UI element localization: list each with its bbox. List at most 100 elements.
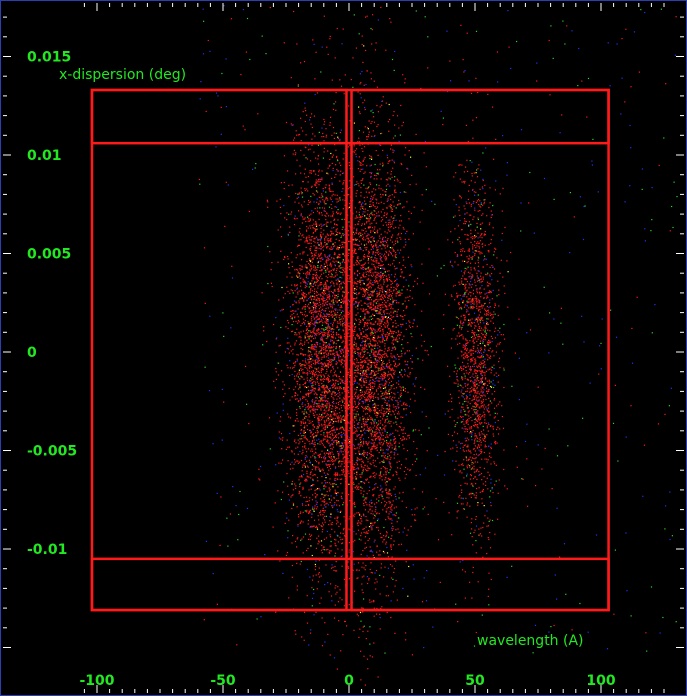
data-point <box>383 377 385 379</box>
data-point <box>329 516 331 518</box>
data-point <box>326 415 328 417</box>
data-point <box>361 376 363 378</box>
data-point <box>316 355 318 357</box>
data-point <box>381 502 383 504</box>
data-point <box>314 411 316 413</box>
data-point <box>326 530 328 532</box>
data-point <box>300 149 302 151</box>
data-point <box>332 401 335 403</box>
data-point <box>390 144 392 146</box>
data-point <box>362 239 364 241</box>
data-point <box>359 437 361 439</box>
data-point <box>338 336 340 338</box>
data-point <box>323 388 325 390</box>
data-point <box>385 191 387 193</box>
data-point <box>310 348 312 350</box>
data-point <box>323 343 325 345</box>
data-point <box>375 268 377 270</box>
data-point <box>359 208 361 210</box>
data-point <box>383 267 385 269</box>
data-point <box>333 386 335 388</box>
data-point <box>287 319 289 322</box>
data-point <box>326 426 328 428</box>
data-point <box>386 611 388 613</box>
data-point <box>313 388 315 390</box>
data-point <box>386 286 388 288</box>
data-point <box>344 74 346 76</box>
data-point <box>344 255 346 257</box>
data-point <box>338 392 341 394</box>
data-point <box>313 435 315 437</box>
data-point <box>391 316 393 318</box>
data-point <box>314 569 316 571</box>
data-point <box>333 319 335 321</box>
data-point <box>320 258 322 260</box>
data-point <box>292 489 294 491</box>
data-point <box>330 270 332 272</box>
data-point <box>375 370 377 373</box>
data-point <box>323 209 325 211</box>
data-point <box>365 288 367 290</box>
data-point <box>329 431 331 433</box>
data-point <box>334 460 336 462</box>
data-point <box>344 204 346 206</box>
data-point <box>352 466 354 468</box>
data-point <box>394 346 396 348</box>
data-point <box>324 255 326 257</box>
data-point <box>333 441 335 443</box>
data-point <box>316 247 318 249</box>
data-point <box>349 269 351 271</box>
data-point <box>326 431 328 433</box>
data-point <box>323 335 325 337</box>
data-point <box>282 308 284 311</box>
data-point <box>419 221 421 223</box>
data-point <box>317 144 320 146</box>
data-point <box>385 457 387 459</box>
data-point <box>389 563 392 566</box>
data-point <box>371 330 373 332</box>
data-point <box>369 390 371 392</box>
data-point <box>391 385 393 387</box>
data-point <box>364 336 366 338</box>
data-point <box>368 367 370 369</box>
data-point <box>301 314 303 316</box>
data-point <box>372 345 374 347</box>
data-point <box>314 507 316 509</box>
data-point <box>368 538 371 540</box>
data-point <box>326 387 329 389</box>
data-point <box>362 268 364 271</box>
data-point <box>383 461 385 463</box>
data-point <box>312 193 314 195</box>
data-point <box>310 351 312 353</box>
data-point <box>336 413 338 415</box>
data-point <box>331 394 333 396</box>
data-point <box>324 484 326 486</box>
data-point <box>316 279 318 281</box>
data-point <box>360 441 362 443</box>
data-point <box>332 343 335 345</box>
data-point <box>298 371 300 373</box>
data-point <box>337 326 339 328</box>
data-point <box>361 487 363 489</box>
data-point <box>342 300 344 302</box>
data-point <box>412 233 414 235</box>
data-point <box>365 479 367 481</box>
data-point <box>370 386 372 388</box>
data-point <box>330 483 332 485</box>
data-point <box>382 392 384 394</box>
data-point <box>307 242 309 245</box>
data-point <box>365 344 367 347</box>
data-point <box>381 413 383 415</box>
data-point <box>358 141 361 143</box>
data-point <box>330 414 332 416</box>
data-point <box>311 280 313 282</box>
data-point <box>323 300 325 302</box>
data-point <box>334 312 336 314</box>
data-point <box>306 114 308 116</box>
data-point <box>380 320 382 322</box>
data-point <box>307 519 309 521</box>
data-point <box>387 371 389 373</box>
data-point <box>330 427 333 429</box>
data-point <box>360 391 362 393</box>
data-point <box>362 336 364 338</box>
